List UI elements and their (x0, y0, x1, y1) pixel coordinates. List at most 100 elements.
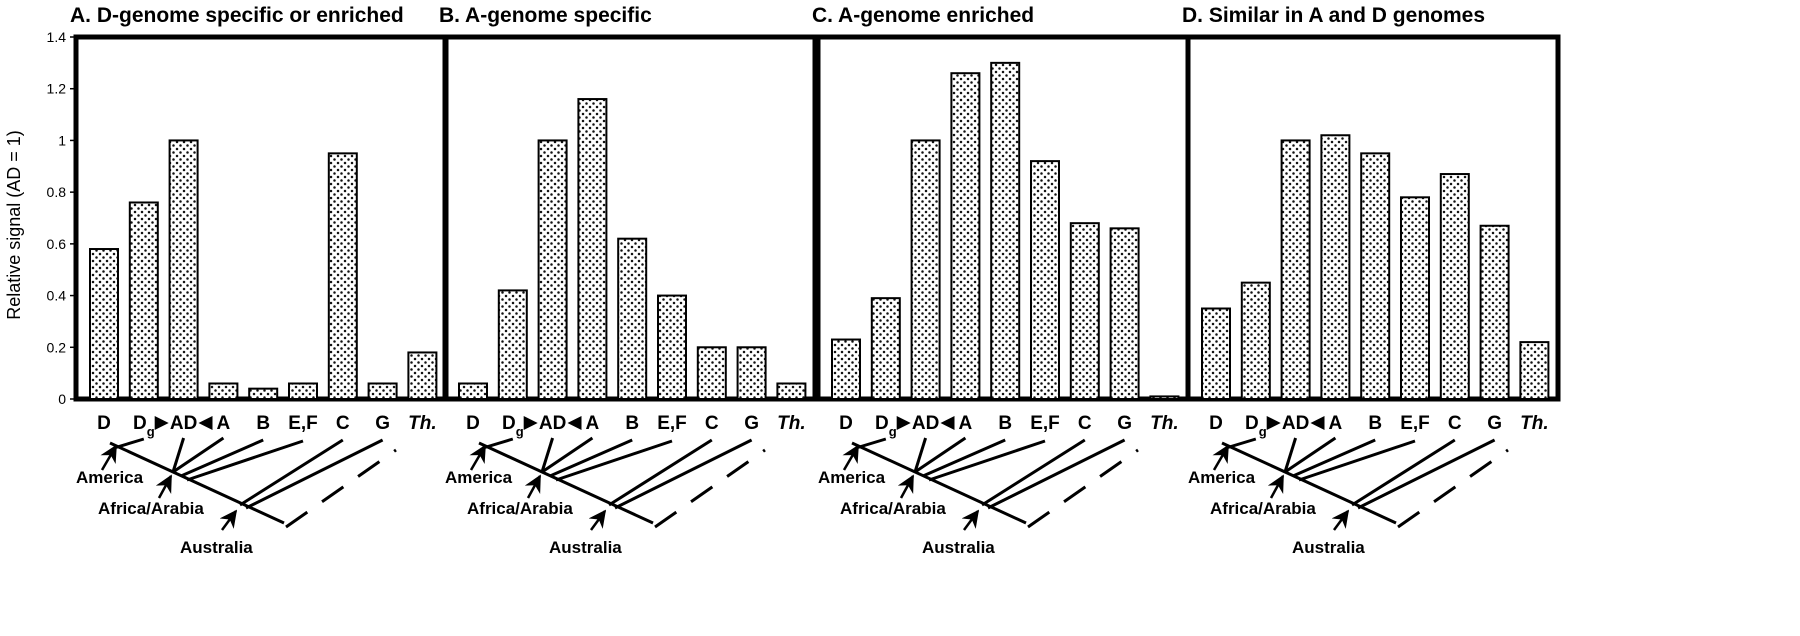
category-label: B (998, 413, 1012, 434)
geo-label-africa: Africa/Arabia (840, 499, 946, 518)
y-tick-label: 1.4 (47, 29, 67, 45)
geo-label-australia: Australia (180, 538, 253, 557)
panel-b: B. A-genome specific D Dg AD A B E,F C G Th. Ameri… (439, 4, 818, 557)
phylogeny-tree: America Africa/Arabia Australia (76, 436, 397, 557)
arrow-icon (961, 509, 980, 531)
tree-branch (482, 437, 514, 450)
bar (1479, 224, 1510, 400)
arrow-left-icon (198, 416, 213, 430)
panel-c: C. A-genome enriched D Dg AD A B E,F C G Th. Ameri… (812, 4, 1191, 557)
panel-d: D. Similar in A and D genomes D Dg AD A B E,F C… (1182, 4, 1561, 557)
arrow-icon (155, 474, 173, 499)
arrow-icon (897, 474, 915, 499)
tree-branch-dashed (1397, 448, 1509, 529)
tree-branch (172, 436, 225, 474)
y-tick-label: 0.6 (47, 236, 67, 252)
category-label: E,F (657, 413, 687, 434)
panel-title: D. Similar in A and D genomes (1182, 4, 1485, 27)
bar (1201, 307, 1231, 400)
bar (910, 139, 941, 401)
y-tick-label: 0.4 (47, 288, 67, 304)
y-tick-label: 1 (58, 132, 66, 148)
tree-branch (171, 437, 186, 473)
bar (736, 346, 767, 400)
tree-branch (541, 436, 594, 474)
bar (1109, 227, 1140, 400)
panel-title: A. D-genome specific or enriched (70, 4, 404, 27)
bar (1149, 395, 1180, 400)
category-label: A (586, 413, 600, 434)
y-tick-label: 0.2 (47, 339, 67, 355)
category-label: D (839, 413, 853, 434)
tree-branch (914, 436, 967, 474)
category-label: A (959, 413, 973, 434)
bar (248, 387, 279, 400)
bar (1240, 281, 1271, 400)
bar (1320, 134, 1351, 400)
category-label: Dg (1245, 413, 1267, 439)
bar (831, 338, 861, 400)
tree-branch (1292, 438, 1376, 478)
arrow-icon (842, 444, 860, 471)
geo-label-america: America (1188, 468, 1256, 487)
category-label: D (97, 413, 111, 434)
bar (497, 289, 528, 400)
bar (1519, 341, 1550, 401)
tree-branch (913, 437, 928, 473)
bar (1280, 139, 1311, 401)
category-label: E,F (1030, 413, 1060, 434)
bar (1439, 173, 1470, 400)
arrow-icon (100, 444, 118, 471)
y-tick-label: 1.2 (47, 81, 67, 97)
category-label: Dg (133, 413, 155, 439)
tree-branch (109, 441, 285, 525)
tree-branch (1221, 441, 1397, 525)
tree-branch (1225, 437, 1257, 450)
category-label: B (625, 413, 639, 434)
bar (617, 237, 648, 400)
tree-branch (186, 439, 304, 482)
bar (990, 61, 1021, 400)
tree-branch-dashed (285, 448, 397, 529)
arrow-right-icon (523, 416, 538, 430)
bar (458, 382, 488, 401)
category-label: C (336, 413, 350, 434)
category-label: C (1078, 413, 1092, 434)
tree-branch (239, 438, 344, 507)
category-label: Dg (875, 413, 897, 439)
bar (128, 201, 159, 400)
category-label: E,F (288, 413, 318, 434)
tree-branch (1283, 437, 1298, 473)
bar (577, 98, 608, 401)
panel-a: A. D-genome specific or enriched D Dg AD A B E… (70, 4, 449, 557)
geo-label-africa: Africa/Arabia (1210, 499, 1316, 518)
tree-branch (855, 437, 887, 450)
tree-branch (1284, 436, 1337, 474)
category-label: C (705, 413, 719, 434)
bar (1030, 160, 1060, 400)
arrow-left-icon (1310, 416, 1325, 430)
category-label: AD (170, 413, 197, 434)
category-label: Th. (777, 413, 806, 434)
geo-label-africa: Africa/Arabia (98, 499, 204, 518)
geo-label-australia: Australia (922, 538, 995, 557)
category-label: E,F (1400, 413, 1430, 434)
tree-branch (608, 438, 713, 507)
arrow-icon (1267, 474, 1285, 499)
y-tick-label: 0 (58, 391, 66, 407)
tree-branch (113, 437, 145, 450)
category-label: B (256, 413, 270, 434)
bar (1069, 222, 1100, 400)
bar (776, 382, 807, 401)
bar (1360, 152, 1391, 400)
bar (288, 382, 318, 401)
tree-branch (1357, 438, 1496, 510)
tree-branch (540, 437, 555, 473)
arrow-icon (588, 509, 607, 531)
bar (168, 139, 199, 401)
tree-branch (987, 438, 1126, 510)
tree-branch (614, 438, 753, 510)
category-label: B (1368, 413, 1382, 434)
